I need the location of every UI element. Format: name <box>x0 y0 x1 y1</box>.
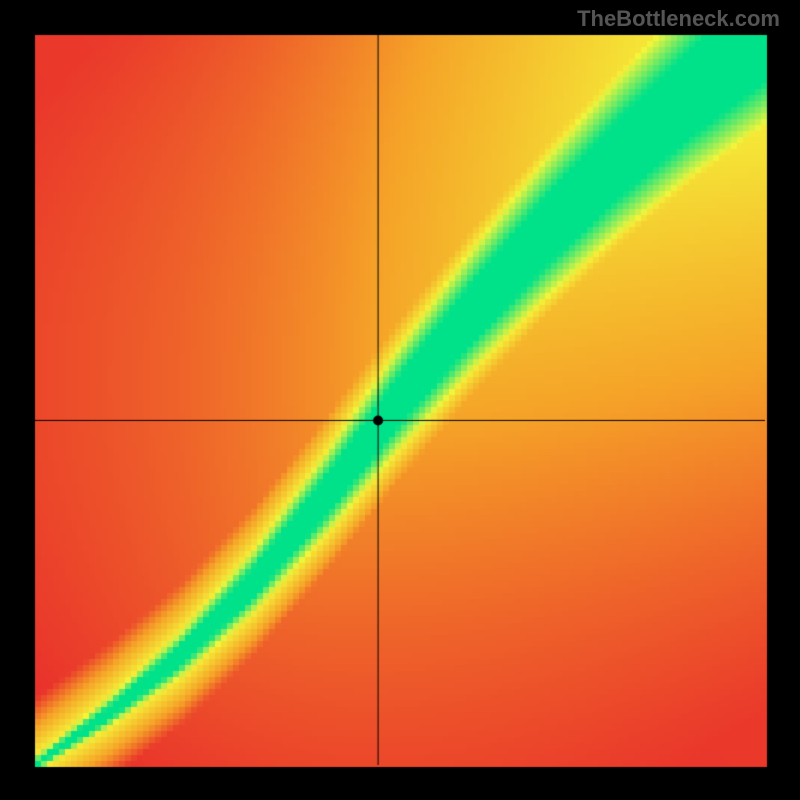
chart-container: TheBottleneck.com <box>0 0 800 800</box>
attribution-text: TheBottleneck.com <box>577 6 780 32</box>
bottleneck-heatmap <box>0 0 800 800</box>
